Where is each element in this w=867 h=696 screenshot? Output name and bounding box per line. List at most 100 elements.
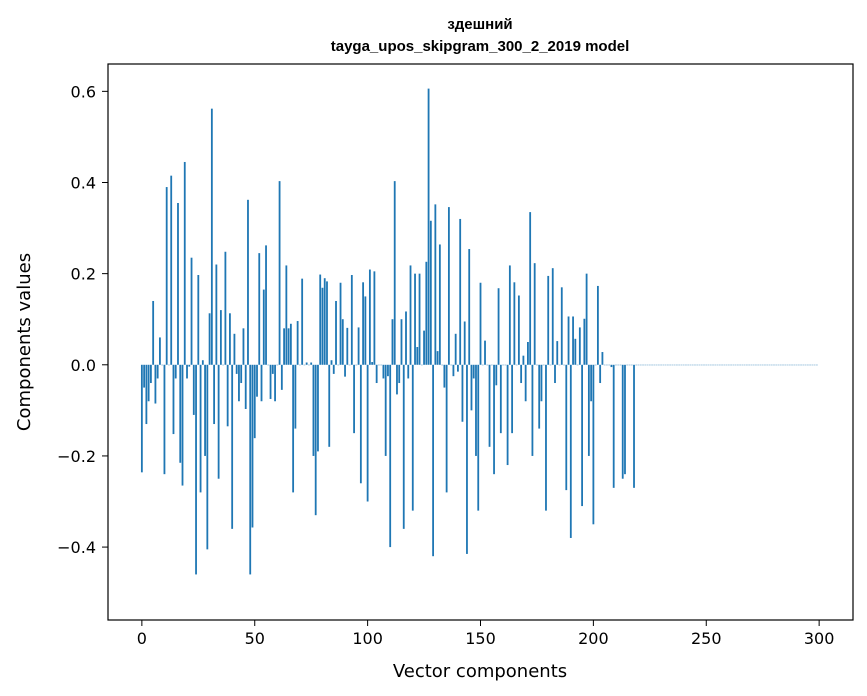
bar xyxy=(346,327,349,365)
bar xyxy=(224,251,227,365)
x-tick-label: 200 xyxy=(578,629,609,648)
bar xyxy=(527,342,529,365)
bar xyxy=(183,161,186,365)
bar xyxy=(350,275,353,365)
bar xyxy=(289,323,292,365)
bar xyxy=(280,364,283,390)
bar xyxy=(447,207,450,365)
bar xyxy=(247,199,249,365)
x-axis: 0 50 100 150 200 250 300 xyxy=(137,620,835,648)
y-tick-label: −0.2 xyxy=(57,447,96,466)
bar xyxy=(344,364,346,377)
bar xyxy=(156,364,159,379)
bar xyxy=(427,88,430,365)
bar xyxy=(165,187,168,365)
bar xyxy=(454,333,457,365)
bar xyxy=(240,364,243,384)
bar xyxy=(384,364,387,456)
bar xyxy=(396,364,398,395)
bar xyxy=(357,327,360,365)
bar xyxy=(429,220,432,365)
bar xyxy=(499,364,502,434)
bar xyxy=(238,364,240,402)
bar xyxy=(294,364,297,429)
bar xyxy=(538,364,541,429)
bar xyxy=(585,273,588,365)
bar xyxy=(332,364,335,374)
x-tick-label: 300 xyxy=(804,629,835,648)
bar xyxy=(154,364,157,404)
bar xyxy=(219,310,222,365)
x-tick-label: 250 xyxy=(691,629,722,648)
bar xyxy=(400,319,403,365)
y-axis: −0.4 −0.2 0.0 0.2 0.4 0.6 xyxy=(57,82,108,557)
x-axis-label: Vector components xyxy=(393,661,567,682)
bar xyxy=(423,330,425,365)
bar xyxy=(488,364,491,447)
bar xyxy=(477,364,480,511)
bar xyxy=(621,364,624,479)
bar xyxy=(215,264,218,365)
bar xyxy=(540,364,543,402)
bar xyxy=(610,364,613,368)
bar xyxy=(140,364,143,473)
bar xyxy=(217,364,220,479)
bar xyxy=(233,333,236,365)
bar xyxy=(197,275,200,365)
bar xyxy=(305,362,308,365)
bar xyxy=(436,351,439,365)
bar xyxy=(545,364,547,511)
bar-series xyxy=(140,88,818,575)
bar xyxy=(457,364,459,372)
bar xyxy=(244,364,247,409)
bar xyxy=(310,362,313,365)
bar xyxy=(149,364,152,384)
bar xyxy=(256,364,258,397)
bar xyxy=(520,364,523,384)
bar xyxy=(186,364,188,379)
bar xyxy=(434,204,437,365)
bar xyxy=(432,364,434,557)
bar xyxy=(581,364,583,507)
bar xyxy=(321,287,324,365)
bar xyxy=(574,338,577,365)
bar xyxy=(258,253,261,365)
bar xyxy=(572,316,574,365)
bar xyxy=(529,212,532,365)
x-tick-label: 50 xyxy=(245,629,265,648)
y-tick-label: 0.4 xyxy=(71,173,96,192)
bar xyxy=(274,364,276,402)
bar xyxy=(373,271,376,365)
bar xyxy=(271,364,274,374)
bar xyxy=(493,364,495,475)
bar xyxy=(362,282,365,365)
bar xyxy=(326,281,328,365)
bar xyxy=(387,364,389,377)
bar xyxy=(443,364,446,388)
bar xyxy=(513,282,516,365)
bar xyxy=(319,274,322,365)
bar xyxy=(402,364,405,529)
bar xyxy=(328,364,331,447)
y-tick-label: 0.2 xyxy=(71,265,96,284)
bar xyxy=(522,355,525,365)
bar xyxy=(145,364,148,425)
bar xyxy=(479,282,482,365)
bar xyxy=(143,364,146,388)
y-axis-label: Components values xyxy=(14,253,35,431)
bar xyxy=(612,364,615,488)
bar xyxy=(292,364,295,493)
bar xyxy=(590,364,593,402)
bar xyxy=(531,364,534,456)
bar xyxy=(208,313,211,365)
bar xyxy=(495,364,498,386)
bar xyxy=(249,364,252,575)
x-tick-label: 150 xyxy=(465,629,496,648)
bar xyxy=(506,364,509,466)
bar xyxy=(159,337,161,365)
bar xyxy=(461,364,464,422)
bar xyxy=(174,364,177,379)
bar xyxy=(391,319,394,365)
bar xyxy=(524,364,527,402)
